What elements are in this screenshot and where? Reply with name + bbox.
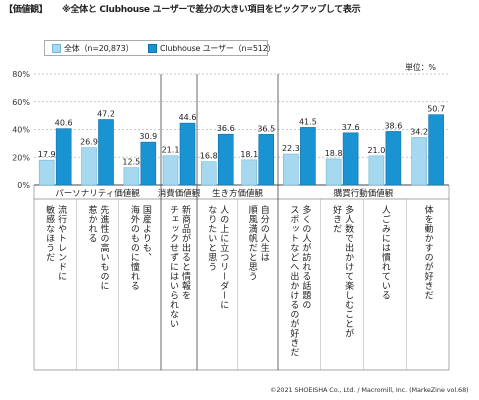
category-label: 流行やトレンドに 敏感なほうだ [44, 205, 67, 281]
bar-all [38, 159, 55, 186]
bar-all [162, 155, 179, 186]
page-title: ※全体と Clubhouse ユーザーで差分の大きい項目をピックアップして表示 [62, 5, 361, 15]
data-label-all: 12.5 [122, 158, 140, 167]
category-label: 国産よりも、 海外のものに憧れる [128, 205, 151, 291]
y-tick-label: 0% [17, 181, 30, 190]
category-label: 多人数で出かけて楽しむことが 好きだ [331, 205, 354, 338]
legend-swatch-clubhouse [148, 44, 157, 53]
bar-clubhouse [217, 133, 234, 186]
data-label-all: 21.1 [162, 146, 180, 155]
bar-all [411, 137, 427, 186]
bar-all [123, 167, 140, 186]
data-label-clubhouse: 38.6 [384, 121, 402, 130]
group-label: 消費価値観 [158, 188, 201, 199]
header: 【価値観】 ※全体と Clubhouse ユーザーで差分の大きい項目をピックアッ… [0, 0, 479, 16]
data-label-clubhouse: 36.5 [257, 124, 275, 133]
bar-all [368, 155, 385, 186]
legend-swatch-all [52, 44, 61, 53]
bar-clubhouse [179, 122, 196, 186]
legend-label-clubhouse: Clubhouse ユーザー（n=512） [160, 44, 276, 53]
section-tag: 【価値観】 [4, 5, 48, 15]
data-label-clubhouse: 37.6 [342, 123, 360, 132]
bar-all [200, 161, 217, 186]
data-label-clubhouse: 36.6 [217, 124, 235, 133]
y-tick-label: 80% [12, 70, 30, 79]
data-label-all: 34.2 [410, 128, 428, 137]
data-label-all: 17.9 [38, 150, 56, 159]
bar-all [81, 147, 97, 186]
data-label-clubhouse: 41.5 [299, 117, 317, 126]
bar-all [325, 158, 342, 186]
bar-clubhouse [258, 134, 275, 186]
category-label: 人の上に立つリーダーに なりたいと思う [206, 205, 229, 310]
legend-label-all: 全体（n=20,873） [64, 44, 134, 53]
y-tick-label: 20% [12, 153, 30, 162]
data-label-clubhouse: 50.7 [427, 105, 445, 114]
bar-clubhouse [140, 141, 157, 186]
bar-clubhouse [300, 127, 316, 186]
data-label-clubhouse: 44.6 [179, 113, 197, 122]
bar-all [283, 153, 299, 186]
y-tick-label: 40% [12, 126, 30, 135]
legend: 全体（n=20,873） Clubhouse ユーザー（n=512） [44, 40, 276, 56]
bar-clubhouse [342, 132, 359, 186]
category-label: 新商品が出ると情報を チェックせずにはいられない [168, 205, 190, 329]
data-label-all: 16.8 [200, 152, 218, 161]
category-label: 多くの人が訪れる話題の スポットなどへ出かけるのが好きだ [288, 205, 311, 357]
copyright-footer: ©2021 SHOEISHA Co., Ltd. / Macromill, In… [270, 386, 469, 394]
data-label-all: 18.1 [240, 150, 258, 159]
data-label-clubhouse: 47.2 [97, 110, 115, 119]
bar-chart: 0% 20% 40% 60% 80% パーソナリティ価値観 消費価値観 生き方価値観 購買行動価… [12, 70, 450, 371]
data-label-all: 21.0 [367, 146, 385, 155]
bar-clubhouse [98, 119, 114, 186]
data-label-clubhouse: 40.6 [55, 119, 73, 128]
unit-label: 単位：% [405, 63, 436, 72]
group-label: パーソナリティ価値観 [55, 188, 140, 199]
category-label: 先進性の高いものに 惹かれる [86, 205, 109, 291]
data-label-all: 22.3 [282, 144, 300, 153]
data-label-clubhouse: 30.9 [139, 132, 157, 141]
data-label-all: 18.8 [325, 149, 343, 158]
category-label: 人ごみには慣れている [379, 205, 390, 300]
bar-clubhouse [428, 114, 444, 186]
group-label: 購買行動価値観 [334, 188, 394, 199]
category-label: 体を動かすのが好きだ [422, 205, 433, 300]
bar-clubhouse [55, 128, 72, 186]
bar-clubhouse [385, 131, 402, 186]
data-label-all: 26.9 [80, 138, 98, 147]
bar-all [241, 159, 258, 186]
group-label: 生き方価値観 [212, 188, 264, 199]
y-tick-label: 60% [12, 98, 30, 107]
category-label: 自分の人生は 順風満帆だと思う [246, 205, 269, 281]
